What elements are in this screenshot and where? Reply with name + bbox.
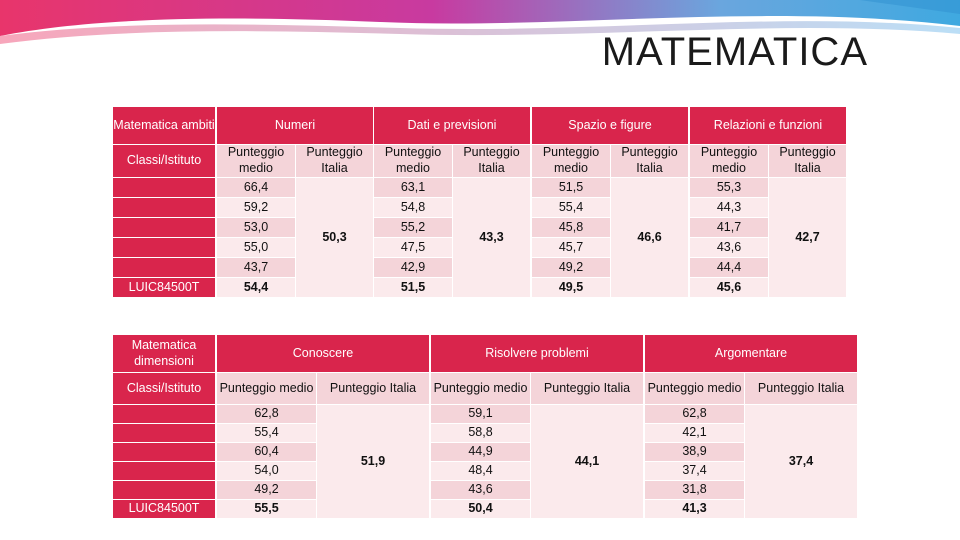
score-medio: 43,7 bbox=[217, 258, 295, 277]
score-italia: 50,3 bbox=[296, 178, 373, 297]
score-medio: 55,2 bbox=[374, 218, 452, 237]
score-medio: 42,1 bbox=[645, 424, 744, 442]
row-header-label: Classi/Istituto bbox=[113, 145, 215, 177]
slide-title: MATEMATICA bbox=[601, 30, 868, 74]
score-medio: 54,8 bbox=[374, 198, 452, 217]
score-medio: 47,5 bbox=[374, 238, 452, 257]
school-row-label bbox=[113, 198, 215, 217]
score-medio: 50,4 bbox=[431, 500, 530, 518]
score-medio: 48,4 bbox=[431, 462, 530, 480]
sub-header-medio: Punteggio medio bbox=[645, 373, 744, 404]
school-label: LUIC84500T bbox=[113, 278, 215, 297]
score-italia: 42,7 bbox=[769, 178, 846, 297]
score-medio: 55,5 bbox=[217, 500, 316, 518]
sub-header-italia: Punteggio Italia bbox=[745, 373, 857, 404]
sub-header-italia: Punteggio Italia bbox=[317, 373, 429, 404]
score-medio: 49,2 bbox=[532, 258, 610, 277]
score-medio: 45,7 bbox=[532, 238, 610, 257]
score-medio: 38,9 bbox=[645, 443, 744, 461]
score-medio: 60,4 bbox=[217, 443, 316, 461]
sub-header-medio: Punteggio medio bbox=[532, 145, 610, 177]
score-medio: 45,6 bbox=[690, 278, 768, 297]
score-italia: 43,3 bbox=[453, 178, 530, 297]
group-header: Numeri bbox=[217, 107, 373, 144]
corner-label: Matematica ambiti bbox=[113, 107, 215, 144]
score-medio: 58,8 bbox=[431, 424, 530, 442]
score-medio: 44,3 bbox=[690, 198, 768, 217]
corner-label: Matematica dimensioni bbox=[113, 335, 215, 372]
school-row-label bbox=[113, 238, 215, 257]
score-italia: 44,1 bbox=[531, 405, 643, 518]
score-medio: 45,8 bbox=[532, 218, 610, 237]
sub-header-medio: Punteggio medio bbox=[374, 145, 452, 177]
score-medio: 44,4 bbox=[690, 258, 768, 277]
school-row-label bbox=[113, 443, 215, 461]
group-header: Relazioni e funzioni bbox=[690, 107, 846, 144]
school-row-label bbox=[113, 218, 215, 237]
score-medio: 59,1 bbox=[431, 405, 530, 423]
group-header: Argomentare bbox=[645, 335, 857, 372]
sub-header-medio: Punteggio medio bbox=[217, 373, 316, 404]
score-medio: 43,6 bbox=[690, 238, 768, 257]
sub-header-medio: Punteggio medio bbox=[431, 373, 530, 404]
sub-header-italia: Punteggio Italia bbox=[611, 145, 688, 177]
row-header-label: Classi/Istituto bbox=[113, 373, 215, 404]
score-medio: 55,4 bbox=[217, 424, 316, 442]
school-row-label bbox=[113, 462, 215, 480]
school-row-label bbox=[113, 424, 215, 442]
score-medio: 62,8 bbox=[217, 405, 316, 423]
score-medio: 63,1 bbox=[374, 178, 452, 197]
score-italia: 51,9 bbox=[317, 405, 429, 518]
score-medio: 49,2 bbox=[217, 481, 316, 499]
school-row-label bbox=[113, 178, 215, 197]
score-medio: 37,4 bbox=[645, 462, 744, 480]
group-header: Dati e previsioni bbox=[374, 107, 530, 144]
group-header: Spazio e figure bbox=[532, 107, 688, 144]
sub-header-italia: Punteggio Italia bbox=[296, 145, 373, 177]
school-row-label bbox=[113, 258, 215, 277]
score-medio: 42,9 bbox=[374, 258, 452, 277]
score-medio: 31,8 bbox=[645, 481, 744, 499]
school-label: LUIC84500T bbox=[113, 500, 215, 518]
score-medio: 55,0 bbox=[217, 238, 295, 257]
group-header: Risolvere problemi bbox=[431, 335, 643, 372]
score-italia: 46,6 bbox=[611, 178, 688, 297]
score-medio: 62,8 bbox=[645, 405, 744, 423]
sub-header-italia: Punteggio Italia bbox=[769, 145, 846, 177]
score-medio: 51,5 bbox=[532, 178, 610, 197]
sub-header-italia: Punteggio Italia bbox=[531, 373, 643, 404]
score-medio: 49,5 bbox=[532, 278, 610, 297]
school-row-label bbox=[113, 405, 215, 423]
score-medio: 55,4 bbox=[532, 198, 610, 217]
score-medio: 54,0 bbox=[217, 462, 316, 480]
decorative-header-swoosh bbox=[0, 0, 960, 44]
score-medio: 59,2 bbox=[217, 198, 295, 217]
sub-header-italia: Punteggio Italia bbox=[453, 145, 530, 177]
score-medio: 43,6 bbox=[431, 481, 530, 499]
score-medio: 44,9 bbox=[431, 443, 530, 461]
score-medio: 51,5 bbox=[374, 278, 452, 297]
sub-header-medio: Punteggio medio bbox=[690, 145, 768, 177]
score-medio: 41,3 bbox=[645, 500, 744, 518]
score-medio: 66,4 bbox=[217, 178, 295, 197]
school-row-label bbox=[113, 481, 215, 499]
score-medio: 53,0 bbox=[217, 218, 295, 237]
group-header: Conoscere bbox=[217, 335, 429, 372]
score-italia: 37,4 bbox=[745, 405, 857, 518]
score-medio: 54,4 bbox=[217, 278, 295, 297]
score-medio: 55,3 bbox=[690, 178, 768, 197]
score-medio: 41,7 bbox=[690, 218, 768, 237]
sub-header-medio: Punteggio medio bbox=[217, 145, 295, 177]
